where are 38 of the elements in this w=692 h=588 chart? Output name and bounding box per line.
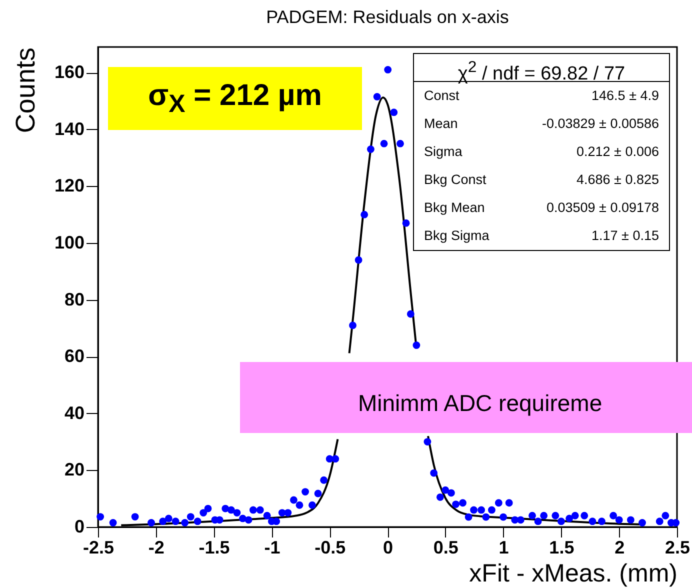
x-tick-label: -0.5 — [314, 538, 346, 558]
y-tick-label: 100 — [54, 232, 84, 252]
annotation: 0.03509 ± 0.09178 — [546, 199, 659, 217]
y-tick-label: 40 — [64, 402, 84, 423]
x-tick-label: -1.5 — [198, 538, 230, 558]
x-tick-label: 2.5 — [664, 538, 690, 558]
annotation: Bkg Mean — [424, 199, 485, 217]
annotation: Bkg Sigma — [424, 227, 490, 245]
annotation: 146.5 ± 4.9 — [592, 88, 659, 103]
y-tick-label: 60 — [64, 346, 84, 366]
annotation: Bkg Const — [424, 171, 486, 189]
x-tick-label: -1 — [264, 538, 280, 558]
y-axis-title: Counts — [10, 48, 40, 134]
annotation: Const — [424, 87, 460, 105]
annotation: -0.03829 ± 0.00586 — [542, 115, 659, 133]
text-box: σ$_{X}$ = 212 µm — [108, 67, 362, 130]
annotation: 1.17 ± 0.15 — [592, 227, 659, 245]
annotation: 4.686 ± 0.825 — [576, 171, 659, 189]
chart-title: PADGEM: Residuals on x-axis — [266, 7, 509, 27]
annotation: Sigma — [424, 143, 462, 161]
y-tick-label: 80 — [64, 289, 84, 310]
x-tick-label: 1.5 — [549, 538, 574, 558]
x-tick-label: 0.5 — [433, 538, 458, 558]
x-tick-label: -2 — [148, 538, 164, 558]
y-tick-label: 120 — [54, 176, 84, 196]
x-tick-label: 0 — [382, 538, 394, 558]
y-tick-label: 140 — [54, 118, 84, 139]
text-box: Minimm ADC requireme — [240, 362, 692, 433]
annotation: σ$_{X}$ = 212 µm — [148, 78, 322, 118]
x-axis-title: xFit - xMeas. (mm) — [469, 560, 678, 588]
x-tick-label: -2.5 — [82, 538, 114, 558]
y-tick-label: 0 — [74, 516, 84, 536]
annotation: 0.212 ± 0.006 — [576, 143, 659, 161]
x-tick-label: 2 — [614, 538, 625, 558]
annotation: Mean — [424, 115, 458, 133]
y-tick-label: 160 — [54, 62, 84, 82]
y-tick-label: 20 — [64, 460, 84, 480]
x-tick-label: 1 — [498, 538, 509, 558]
